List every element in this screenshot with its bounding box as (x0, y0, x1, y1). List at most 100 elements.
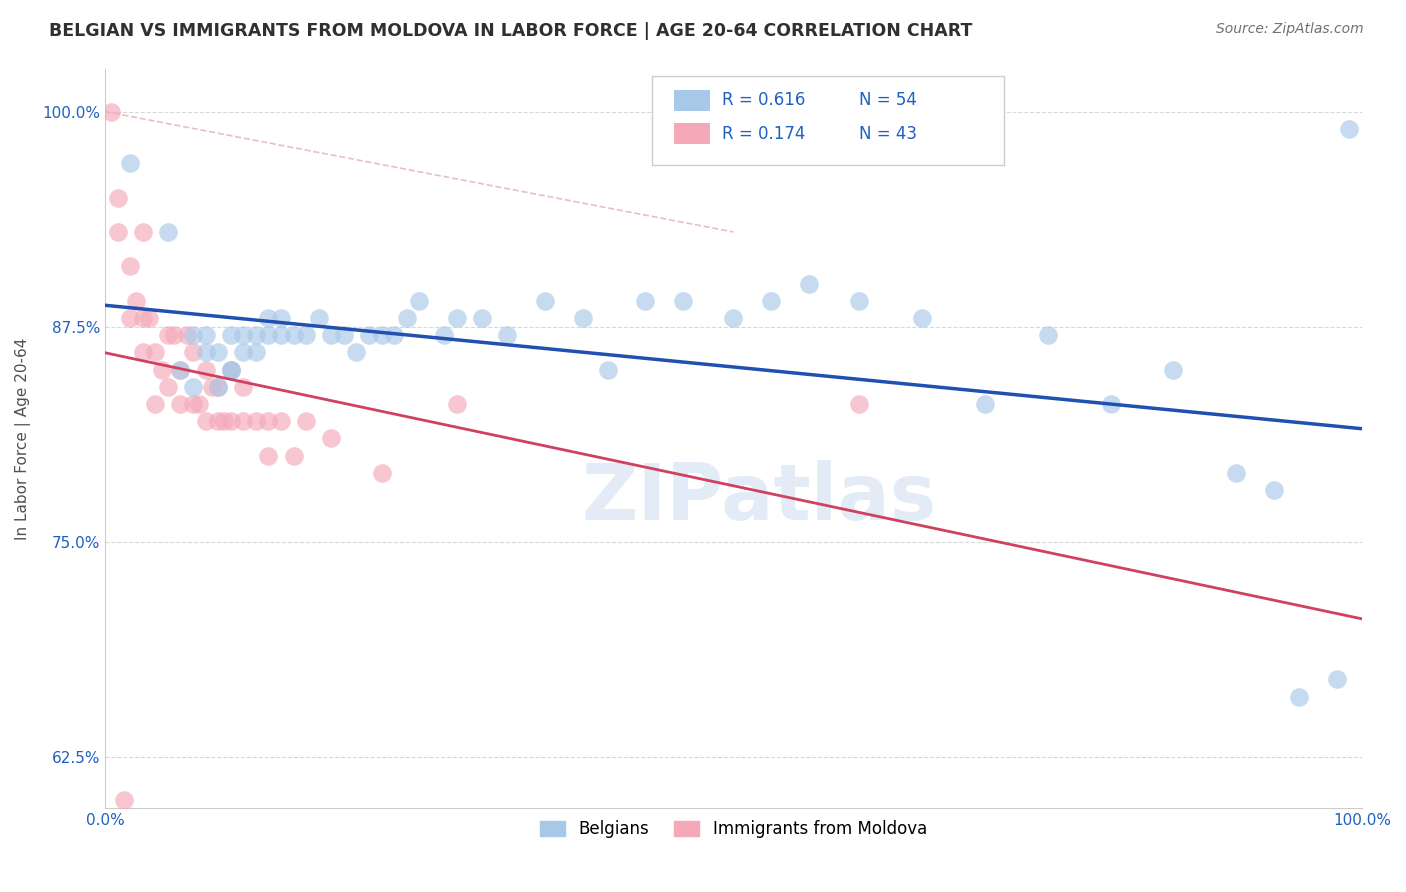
Point (446, 311, 468, 326)
Point (1163, 362, 1185, 376)
Point (219, 362, 242, 376)
Point (848, 397, 870, 411)
Point (257, 328, 280, 343)
Point (120, 156, 142, 170)
Point (163, 328, 186, 343)
FancyBboxPatch shape (675, 123, 710, 144)
Point (156, 225, 179, 239)
Point (723, 311, 745, 326)
Point (370, 466, 392, 480)
Point (257, 311, 280, 326)
Text: R = 0.174: R = 0.174 (723, 125, 806, 143)
Point (848, 293, 870, 308)
Point (911, 311, 934, 326)
Point (100, 104, 122, 119)
Point (232, 380, 254, 394)
Point (107, 225, 129, 239)
Point (344, 345, 367, 359)
Point (308, 311, 330, 326)
Point (471, 311, 494, 326)
Point (321, 432, 343, 446)
Point (120, 260, 142, 274)
Point (973, 397, 995, 411)
Text: R = 0.616: R = 0.616 (723, 91, 806, 110)
Point (761, 293, 783, 308)
Point (194, 328, 217, 343)
Point (357, 328, 380, 343)
Point (150, 362, 173, 376)
Point (188, 397, 211, 411)
Point (131, 345, 153, 359)
Point (1036, 328, 1059, 343)
Legend: Belgians, Immigrants from Moldova: Belgians, Immigrants from Moldova (533, 814, 934, 845)
Point (214, 414, 236, 428)
Text: N = 43: N = 43 (859, 125, 917, 143)
Point (1099, 397, 1122, 411)
Point (138, 311, 160, 326)
Point (201, 380, 224, 394)
Point (270, 414, 292, 428)
Point (156, 380, 179, 394)
Point (232, 328, 254, 343)
Point (395, 311, 418, 326)
Point (634, 293, 657, 308)
Point (295, 328, 318, 343)
Point (131, 225, 153, 239)
Point (176, 328, 198, 343)
Point (571, 311, 593, 326)
Point (207, 414, 229, 428)
Point (143, 345, 166, 359)
Text: BELGIAN VS IMMIGRANTS FROM MOLDOVA IN LABOR FORCE | AGE 20-64 CORRELATION CHART: BELGIAN VS IMMIGRANTS FROM MOLDOVA IN LA… (49, 22, 973, 40)
Point (270, 328, 292, 343)
Point (131, 311, 153, 326)
Point (257, 449, 280, 463)
Point (207, 380, 229, 394)
Point (194, 345, 217, 359)
Point (107, 190, 129, 204)
Point (245, 345, 267, 359)
Point (232, 414, 254, 428)
Point (333, 328, 356, 343)
Point (181, 345, 204, 359)
Y-axis label: In Labor Force | Age 20-64: In Labor Force | Age 20-64 (15, 337, 31, 540)
FancyBboxPatch shape (675, 90, 710, 111)
Point (295, 414, 318, 428)
Point (1225, 466, 1247, 480)
Point (156, 328, 179, 343)
Point (219, 414, 242, 428)
Point (283, 328, 305, 343)
Point (672, 293, 695, 308)
Point (433, 328, 456, 343)
Point (169, 362, 191, 376)
Point (207, 380, 229, 394)
Point (257, 414, 280, 428)
FancyBboxPatch shape (652, 76, 1004, 165)
Point (181, 380, 204, 394)
Point (125, 293, 148, 308)
Point (596, 362, 619, 376)
Point (232, 345, 254, 359)
Point (1326, 673, 1348, 687)
Text: N = 54: N = 54 (859, 91, 917, 110)
Point (382, 328, 405, 343)
Point (496, 328, 519, 343)
Point (270, 311, 292, 326)
Point (181, 397, 204, 411)
Point (194, 414, 217, 428)
Point (219, 362, 242, 376)
Point (181, 328, 204, 343)
Point (143, 397, 166, 411)
Point (219, 328, 242, 343)
Point (283, 449, 305, 463)
Point (112, 793, 135, 807)
Point (245, 414, 267, 428)
Point (1288, 690, 1310, 704)
Point (534, 293, 557, 308)
Point (120, 311, 142, 326)
Point (797, 277, 820, 291)
Point (169, 397, 191, 411)
Point (370, 328, 392, 343)
Text: ZIPatlas: ZIPatlas (581, 459, 936, 536)
Point (321, 328, 343, 343)
Point (207, 345, 229, 359)
